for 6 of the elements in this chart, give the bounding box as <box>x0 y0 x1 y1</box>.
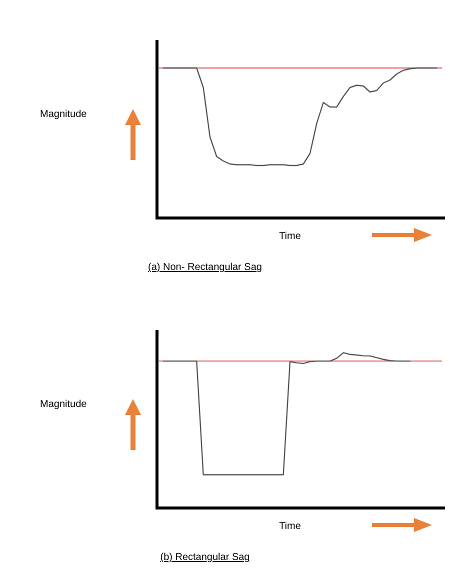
text: (b) Rectangular Sag <box>160 552 250 563</box>
x-axis-title: Time <box>279 521 302 532</box>
y-axis-title: Magnitude <box>40 109 88 120</box>
text: (a) Non- Rectangular Sag <box>148 262 262 273</box>
x-axis-title: Time <box>279 231 302 242</box>
y-axis-title: Magnitude <box>40 399 88 410</box>
